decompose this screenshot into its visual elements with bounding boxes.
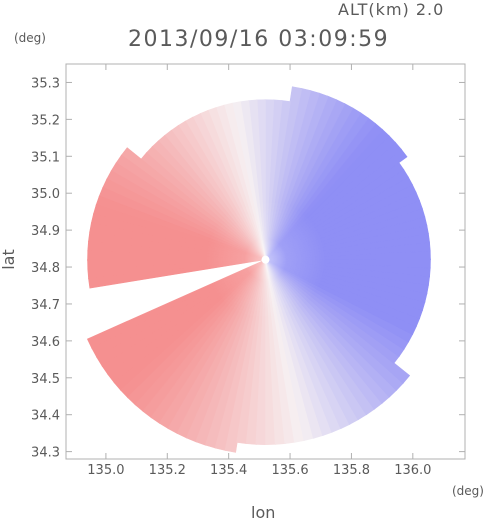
y-tick-label: 34.5 (31, 372, 60, 387)
y-tick-label: 35.2 (31, 113, 60, 128)
y-tick-label: 34.8 (31, 261, 60, 276)
radar-site (261, 255, 270, 264)
velocity-field (86, 86, 431, 453)
x-axis: 135.0 135.2 135.4 135.6 135.8 136.0 (87, 64, 431, 478)
y-tick-label: 34.3 (31, 446, 60, 461)
x-axis-label: lon (251, 503, 276, 522)
x-tick-label: 135.6 (271, 463, 308, 478)
plot-frame (65, 63, 466, 460)
y-unit-label: (deg) (14, 31, 46, 45)
y-tick-label: 34.9 (31, 224, 60, 239)
x-tick-label: 135.2 (149, 463, 186, 478)
x-unit-label: (deg) (452, 484, 484, 498)
y-tick-label: 34.4 (31, 409, 60, 424)
y-tick-label: 35.1 (31, 150, 60, 165)
y-tick-label: 34.7 (31, 298, 60, 313)
x-tick-label: 135.8 (333, 463, 370, 478)
y-tick-label: 35.0 (31, 187, 60, 202)
altitude-label: ALT(km) 2.0 (338, 0, 445, 19)
timestamp-title: 2013/09/16 03:09:59 (128, 27, 390, 52)
x-tick-label: 135.4 (210, 463, 247, 478)
y-axis: 34.3 34.4 34.5 34.6 34.7 34.8 34.9 35.0 35.1 35.2… (31, 76, 465, 461)
x-tick-label: 135.0 (87, 463, 124, 478)
x-tick-label: 136.0 (394, 463, 431, 478)
y-tick-label: 35.3 (31, 76, 60, 91)
y-tick-label: 34.6 (31, 335, 60, 350)
